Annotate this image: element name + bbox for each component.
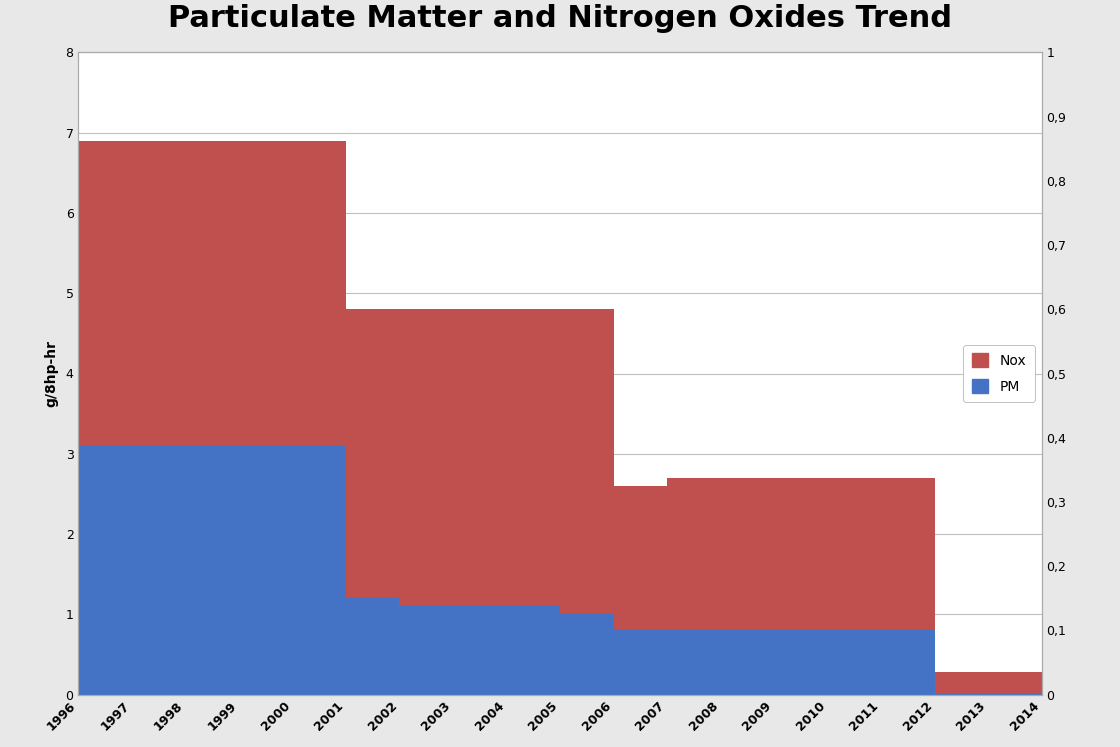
- Legend: Nox, PM: Nox, PM: [963, 345, 1035, 402]
- Title: Particulate Matter and Nitrogen Oxides Trend: Particulate Matter and Nitrogen Oxides T…: [168, 4, 952, 34]
- Y-axis label: g/8hp-hr: g/8hp-hr: [45, 340, 58, 407]
